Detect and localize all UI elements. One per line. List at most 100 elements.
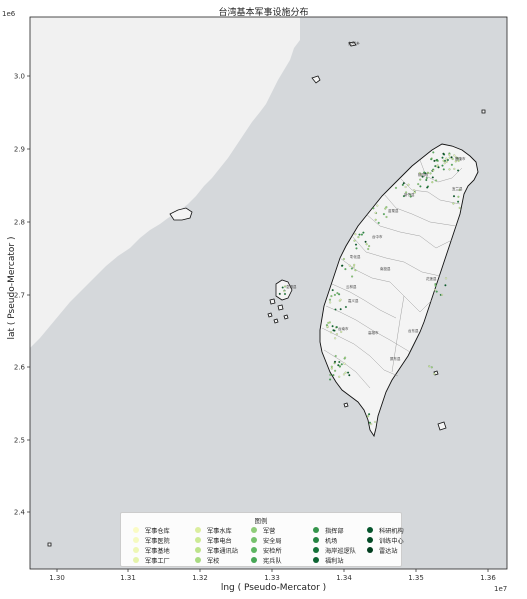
facility-point bbox=[368, 413, 371, 416]
facility-point bbox=[419, 178, 422, 181]
facility-point bbox=[432, 151, 435, 154]
facility-point bbox=[347, 371, 350, 374]
facility-point bbox=[355, 247, 358, 250]
y-tick-label: 2.5 bbox=[14, 437, 25, 445]
facility-point bbox=[453, 167, 456, 170]
facility-point bbox=[377, 221, 380, 224]
facility-point bbox=[365, 243, 368, 246]
y-tick-label: 2.7 bbox=[14, 292, 25, 300]
facility-point bbox=[348, 374, 351, 377]
facility-point bbox=[333, 293, 336, 296]
facility-point bbox=[340, 330, 343, 333]
place-label: 东引乡 bbox=[348, 40, 360, 46]
legend-swatch-icon bbox=[133, 537, 139, 543]
facility-point bbox=[450, 163, 453, 166]
facility-point bbox=[445, 160, 448, 163]
x-tick-label: 1.30 bbox=[49, 574, 65, 582]
place-label: 彰化县 bbox=[350, 254, 361, 259]
facility-point bbox=[431, 176, 434, 179]
legend-label: 军事电台 bbox=[207, 537, 232, 545]
facility-point bbox=[344, 306, 347, 309]
facility-point bbox=[367, 248, 370, 251]
facility-point bbox=[334, 369, 337, 372]
facility-point bbox=[457, 169, 460, 172]
legend-swatch-icon bbox=[133, 527, 139, 533]
pingtan-island bbox=[169, 207, 193, 221]
facility-point bbox=[425, 179, 428, 182]
facility-point bbox=[368, 245, 371, 248]
legend-swatch-icon bbox=[251, 527, 257, 533]
facility-point bbox=[434, 165, 437, 168]
legend-label: 机场 bbox=[325, 537, 338, 545]
legend-swatch-icon bbox=[313, 527, 319, 533]
legend-label: 军事通讯站 bbox=[207, 547, 238, 555]
place-label: 花莲县 bbox=[426, 276, 437, 281]
place-label: 桃园市 bbox=[418, 172, 429, 177]
legend-label: 安全局 bbox=[263, 537, 282, 545]
small-island-2 bbox=[47, 542, 52, 547]
facility-point bbox=[444, 284, 447, 287]
legend-label: 科研机构 bbox=[379, 527, 404, 535]
place-label: 云林县 bbox=[346, 284, 357, 289]
place-label: 新竹县 bbox=[404, 192, 415, 197]
facility-point bbox=[331, 325, 334, 328]
x-tick-label: 1.35 bbox=[408, 574, 424, 582]
facility-point bbox=[395, 186, 398, 189]
legend-label: 指挥部 bbox=[325, 527, 344, 535]
facility-point bbox=[429, 172, 432, 175]
facility-point bbox=[434, 283, 437, 286]
legend-item: 科研机构 bbox=[367, 525, 404, 535]
legend-label: 军事工厂 bbox=[145, 557, 170, 565]
place-label: 苗栗县 bbox=[388, 208, 399, 213]
x-tick-label: 1.31 bbox=[120, 574, 136, 582]
facility-point bbox=[423, 171, 426, 174]
facility-point bbox=[413, 189, 416, 192]
facility-point bbox=[340, 363, 343, 366]
legend-item: 训练中心 bbox=[367, 535, 404, 545]
legend-item: 雷达站 bbox=[367, 545, 398, 555]
facility-point bbox=[357, 236, 360, 239]
legend-swatch-icon bbox=[367, 547, 373, 553]
facility-point bbox=[330, 295, 333, 298]
facility-point bbox=[402, 195, 405, 198]
legend-item: 军事电台 bbox=[195, 535, 232, 545]
facility-point bbox=[401, 183, 404, 186]
place-label: 屏东县 bbox=[390, 356, 401, 361]
legend-swatch-icon bbox=[195, 557, 201, 563]
y-tick-label: 2.9 bbox=[14, 146, 25, 154]
legend-swatch-icon bbox=[367, 537, 373, 543]
facility-point bbox=[405, 191, 408, 194]
legend-swatch-icon bbox=[133, 547, 139, 553]
facility-point bbox=[453, 195, 456, 198]
facility-point bbox=[344, 371, 347, 374]
facility-point bbox=[370, 423, 373, 426]
facility-point bbox=[329, 373, 332, 376]
facility-point bbox=[442, 159, 445, 162]
facility-point bbox=[448, 153, 451, 156]
legend-label: 军营 bbox=[263, 527, 276, 535]
place-label: 基隆市 bbox=[455, 156, 466, 161]
facility-point bbox=[451, 158, 454, 161]
legend-swatch-icon bbox=[313, 547, 319, 553]
legend-label: 海岸巡逻队 bbox=[325, 547, 356, 555]
x-tick-label: 1.34 bbox=[336, 574, 352, 582]
facility-point bbox=[348, 264, 351, 267]
legend-title: 图例 bbox=[254, 517, 268, 525]
x-axis-label: lng ( Pseudo-Mercator ) bbox=[220, 583, 327, 593]
place-label: 澎湖县 bbox=[286, 284, 297, 289]
facility-point bbox=[430, 158, 433, 161]
facility-point bbox=[284, 285, 287, 288]
legend-item: 军事水库 bbox=[195, 525, 232, 535]
facility-point bbox=[353, 239, 356, 242]
facility-point bbox=[326, 325, 329, 328]
place-label: 台东县 bbox=[408, 328, 419, 333]
x-axis-exponent: 1e7 bbox=[494, 585, 508, 593]
map-title: 台湾基本军事设施分布 bbox=[218, 8, 309, 18]
facility-point bbox=[339, 298, 342, 301]
facility-point bbox=[455, 156, 458, 159]
legend-label: 军事仓库 bbox=[145, 527, 170, 535]
facility-point bbox=[382, 213, 385, 216]
legend-swatch-icon bbox=[251, 557, 257, 563]
legend-swatch-icon bbox=[195, 537, 201, 543]
facility-point bbox=[284, 293, 287, 296]
